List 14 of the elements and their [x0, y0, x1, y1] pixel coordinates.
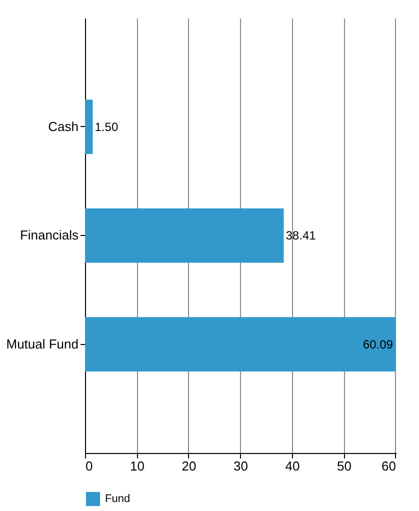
y-tick-label: Cash [48, 118, 78, 134]
legend-label: Fund [105, 493, 130, 505]
x-tick-label: 50 [337, 458, 352, 474]
x-tick-label: 10 [130, 458, 144, 474]
x-tick-label: 60 [382, 458, 396, 474]
data-label: 38.41 [286, 228, 316, 242]
x-tick-label: 0 [86, 458, 93, 474]
data-label: 60.09 [362, 337, 394, 352]
y-tick-label: Mutual Fund [6, 336, 78, 352]
y-tick-label: Financials [20, 228, 79, 242]
data-label: 1.50 [94, 120, 118, 134]
x-tick-label: 40 [285, 458, 300, 474]
x-tick-label: 20 [182, 458, 196, 474]
x-tick-label: 30 [234, 458, 248, 474]
